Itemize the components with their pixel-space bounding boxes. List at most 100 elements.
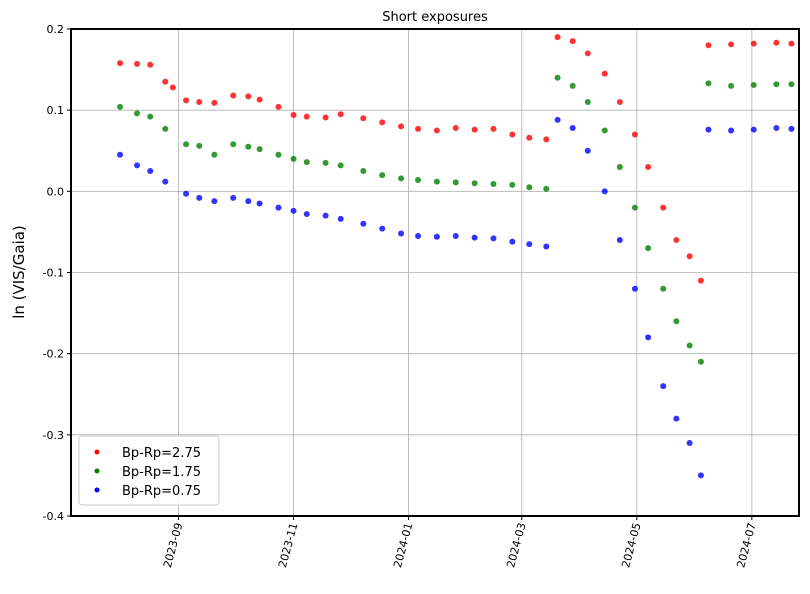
data-point xyxy=(360,168,367,175)
data-point xyxy=(415,232,422,239)
series-Bp-Rp=1.75 xyxy=(117,74,795,365)
data-point xyxy=(569,82,576,89)
y-tick-label: -0.1 xyxy=(43,267,64,280)
data-point xyxy=(245,143,252,150)
data-point xyxy=(645,163,652,170)
data-point xyxy=(616,237,623,244)
data-point xyxy=(290,207,297,214)
data-point xyxy=(686,253,693,260)
series-Bp-Rp=0.75 xyxy=(117,116,795,479)
y-axis-label: ln (VIS/Gaia) xyxy=(10,225,28,319)
data-point xyxy=(360,115,367,122)
data-point xyxy=(303,159,310,166)
data-point xyxy=(452,232,459,239)
data-point xyxy=(601,188,608,195)
data-point xyxy=(569,38,576,45)
data-point xyxy=(230,194,237,201)
data-point xyxy=(230,141,237,148)
data-point xyxy=(584,50,591,57)
data-point xyxy=(379,225,386,232)
data-point xyxy=(554,74,561,81)
data-point xyxy=(196,194,203,201)
data-point xyxy=(117,103,124,110)
data-point xyxy=(750,40,757,47)
data-point xyxy=(569,125,576,132)
data-point xyxy=(147,113,154,120)
data-point xyxy=(543,185,550,192)
data-point xyxy=(660,285,667,292)
data-point xyxy=(616,99,623,106)
data-point xyxy=(183,190,190,197)
x-tick-label: 2024-01 xyxy=(391,521,415,569)
data-point xyxy=(134,110,141,117)
data-point xyxy=(490,125,497,132)
data-point xyxy=(303,113,310,120)
data-point xyxy=(601,70,608,77)
data-point xyxy=(601,127,608,134)
data-point xyxy=(183,141,190,148)
data-point xyxy=(471,126,478,133)
data-point xyxy=(245,93,252,100)
data-point xyxy=(750,126,757,133)
data-point xyxy=(673,237,680,244)
data-point xyxy=(584,99,591,106)
data-point xyxy=(433,127,440,134)
x-tick-label: 2023-11 xyxy=(276,521,300,569)
data-point xyxy=(256,146,263,153)
data-point xyxy=(705,80,712,87)
data-point xyxy=(543,243,550,250)
data-point xyxy=(631,285,638,292)
data-point xyxy=(526,184,533,191)
data-point xyxy=(490,181,497,188)
x-tick-label: 2023-09 xyxy=(161,521,185,569)
data-point xyxy=(134,162,141,169)
data-point xyxy=(750,82,757,89)
data-point xyxy=(543,136,550,143)
data-point xyxy=(554,34,561,41)
series-Bp-Rp=2.75 xyxy=(117,34,795,284)
legend-label: Bp-Rp=2.75 xyxy=(122,446,201,461)
data-point xyxy=(337,162,344,169)
data-point xyxy=(169,84,176,91)
data-point xyxy=(211,198,218,205)
data-point xyxy=(398,175,405,182)
data-point xyxy=(322,159,329,166)
y-tick-label: 0.0 xyxy=(47,185,65,198)
y-tick-label: -0.2 xyxy=(43,348,64,361)
data-point xyxy=(290,112,297,119)
data-point xyxy=(526,241,533,248)
data-point xyxy=(788,81,795,88)
data-point xyxy=(773,39,780,46)
data-point xyxy=(275,151,282,158)
data-point xyxy=(415,176,422,183)
data-point xyxy=(452,179,459,186)
x-tick-label: 2024-07 xyxy=(734,521,758,569)
data-point xyxy=(433,178,440,185)
data-point xyxy=(697,358,704,365)
data-point xyxy=(211,99,218,106)
data-point xyxy=(275,103,282,110)
y-tick-layer: -0.4 -0.3 -0.2 -0.1 0.0 0.1 0.2 xyxy=(43,23,71,523)
chart-title: Short exposures xyxy=(382,10,488,25)
data-point xyxy=(673,415,680,422)
y-tick-label: -0.3 xyxy=(43,429,64,442)
data-point xyxy=(728,127,735,134)
data-point xyxy=(379,172,386,179)
data-point xyxy=(211,151,218,158)
data-point xyxy=(134,60,141,67)
data-point xyxy=(162,125,169,132)
data-point xyxy=(526,134,533,141)
legend: Bp-Rp=2.75 Bp-Rp=1.75 Bp-Rp=0.75 xyxy=(78,435,220,506)
data-point xyxy=(398,230,405,237)
data-point xyxy=(290,155,297,162)
data-point xyxy=(337,215,344,222)
data-point xyxy=(660,204,667,211)
data-point xyxy=(645,334,652,341)
data-point xyxy=(256,200,263,207)
data-point xyxy=(705,42,712,49)
data-point xyxy=(117,60,124,67)
data-point xyxy=(337,111,344,118)
data-point xyxy=(471,180,478,187)
